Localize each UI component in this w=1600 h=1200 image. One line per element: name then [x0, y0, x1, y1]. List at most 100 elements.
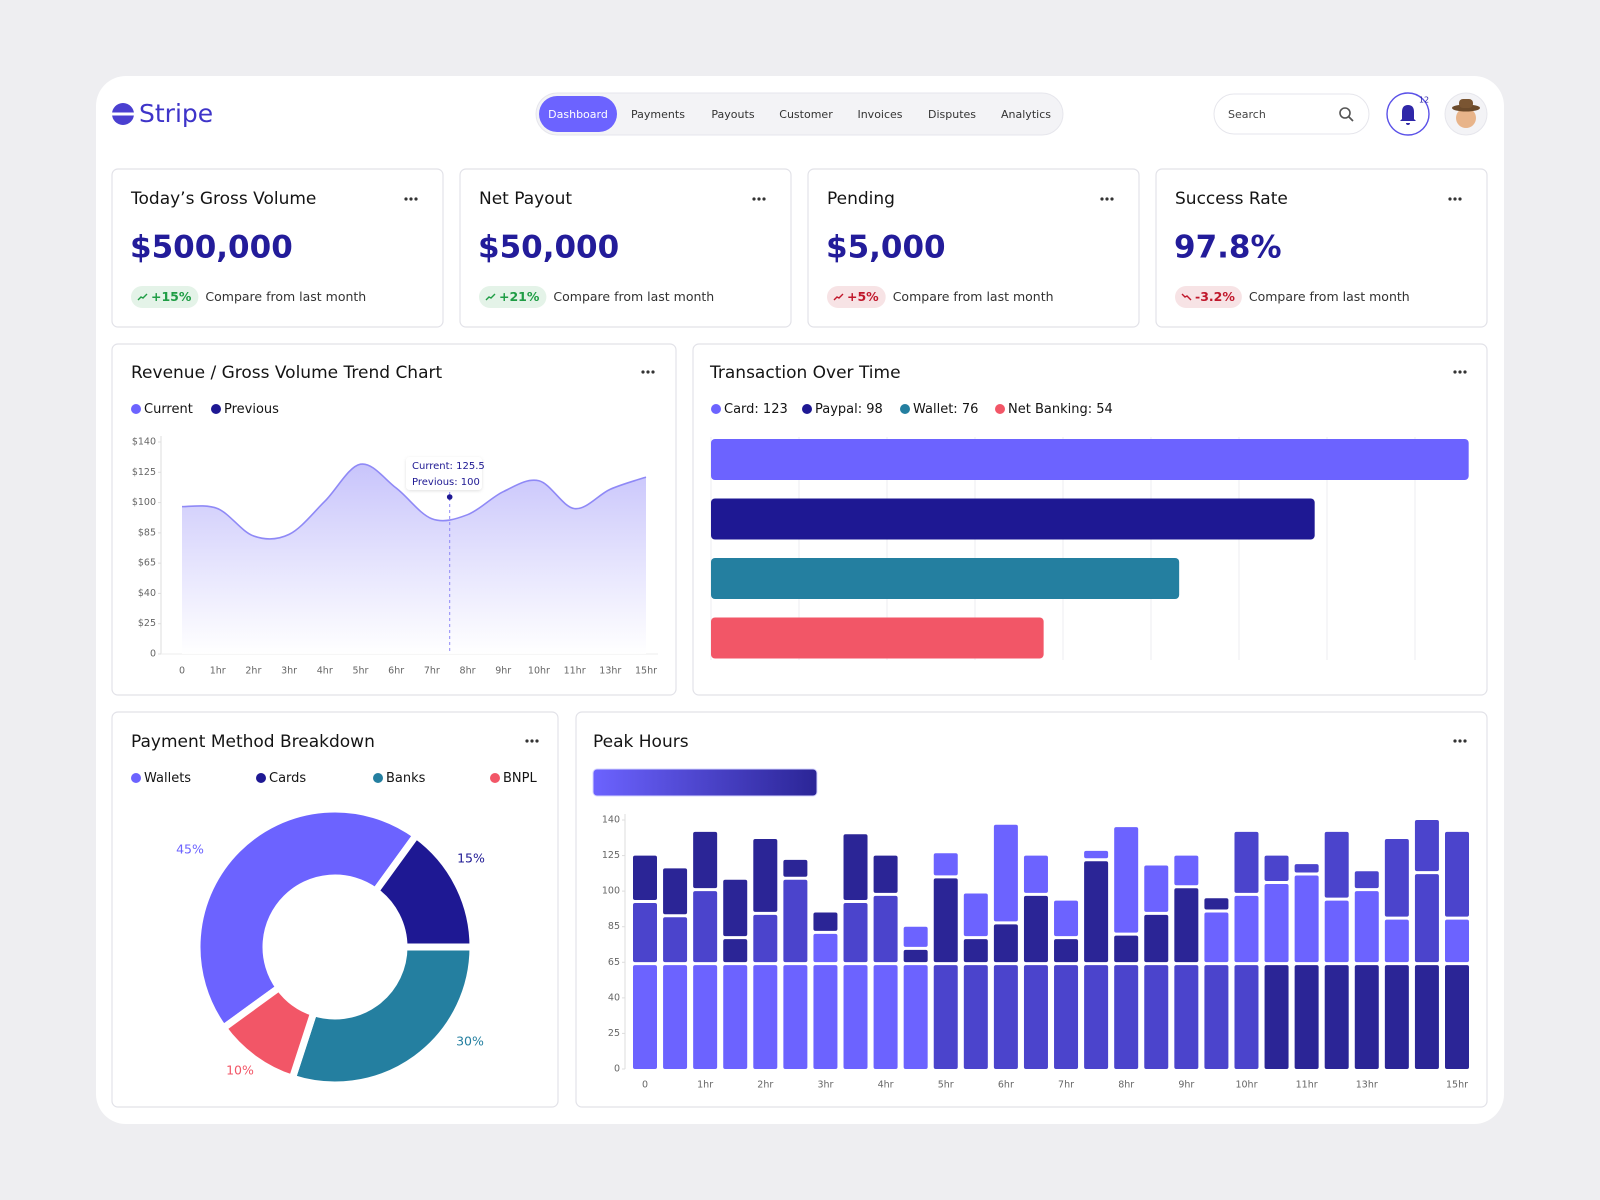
x-tick-label: 11hr	[1296, 1080, 1318, 1091]
card-title: Today’s Gross Volume	[130, 189, 316, 209]
trend-arrow	[485, 293, 496, 301]
x-tick-label: 8hr	[460, 666, 476, 677]
more-menu-dot	[1463, 739, 1467, 743]
y-tick-label: $85	[138, 527, 156, 538]
y-tick-label: $140	[132, 437, 156, 448]
card-value: $5,000	[826, 230, 946, 266]
bar-segment	[843, 834, 868, 900]
legend-dot	[373, 773, 383, 783]
more-menu-dot	[646, 370, 650, 374]
y-tick-label: $25	[138, 618, 156, 629]
tooltip-line: Current: 125.5	[412, 461, 485, 472]
nav-item[interactable]: Payments	[631, 108, 685, 121]
trend-arrow	[137, 293, 148, 301]
bar-segment	[1445, 919, 1469, 963]
bar-segment	[663, 917, 688, 963]
bar-segment	[1384, 838, 1409, 917]
bar-segment	[633, 903, 657, 963]
range-slider[interactable]	[592, 768, 818, 797]
panel-title: Peak Hours	[593, 732, 689, 752]
bar-segment	[1324, 965, 1349, 1069]
bar-segment	[693, 965, 718, 1069]
search-box[interactable]	[1213, 93, 1370, 135]
change-badge	[131, 286, 199, 308]
legend-label: Banks	[386, 771, 426, 786]
bar-segment	[873, 895, 898, 963]
bar-segment	[1054, 900, 1079, 937]
change-value: -3.2%	[1195, 289, 1235, 304]
change-note: Compare from last month	[1249, 289, 1410, 304]
legend-label: Card: 123	[724, 402, 788, 417]
bar-segment	[1294, 875, 1319, 963]
bar-segment	[1114, 827, 1139, 933]
bar-segment	[1445, 831, 1469, 917]
more-menu-dot	[1105, 197, 1109, 201]
hover-dot	[446, 494, 453, 500]
x-tick-label: 10hr	[1235, 1080, 1257, 1091]
stat-card	[1155, 168, 1488, 328]
legend-dot	[256, 773, 266, 783]
bar	[711, 558, 1180, 599]
logo-stripe	[112, 112, 134, 116]
x-tick-label: 0	[642, 1080, 648, 1091]
x-tick-label: 10hr	[528, 666, 550, 677]
more-menu-dot	[1453, 370, 1457, 374]
x-tick-label: 7hr	[424, 666, 440, 677]
bar-segment	[843, 903, 868, 963]
stat-card	[459, 168, 792, 328]
legend-dot	[995, 404, 1005, 414]
nav-item[interactable]: Disputes	[928, 108, 976, 121]
y-tick-label: 140	[602, 815, 620, 826]
bar-segment	[1144, 914, 1169, 963]
card-value: 97.8%	[1174, 230, 1282, 266]
tooltip	[406, 457, 482, 490]
bar-segment	[1264, 884, 1289, 963]
nav-active-pill[interactable]	[539, 96, 617, 132]
card-value: $500,000	[130, 230, 293, 266]
nav-item[interactable]: Payouts	[711, 108, 754, 121]
nav-item[interactable]: Customer	[779, 108, 833, 121]
y-tick-label: 40	[608, 992, 620, 1003]
more-menu-dot	[1110, 197, 1114, 201]
more-menu-dot	[414, 197, 418, 201]
legend-dot	[211, 404, 221, 414]
bar-segment	[1174, 855, 1199, 886]
bar-segment	[1084, 861, 1109, 963]
bar-segment	[783, 879, 808, 963]
x-tick-label: 11hr	[564, 666, 586, 677]
more-menu-dot	[1448, 197, 1452, 201]
legend-label: Cards	[269, 771, 306, 786]
x-tick-label: 9hr	[495, 666, 511, 677]
panel-title: Revenue / Gross Volume Trend Chart	[131, 363, 442, 383]
more-menu-dot	[535, 739, 539, 743]
x-tick-label: 2hr	[757, 1080, 773, 1091]
more-menu-dot	[1458, 197, 1462, 201]
y-tick-label: 0	[150, 649, 156, 660]
panel-title: Transaction Over Time	[709, 363, 901, 383]
bar-segment	[1294, 864, 1319, 873]
bar-segment	[1144, 965, 1169, 1069]
notification-count: 12	[1419, 96, 1429, 105]
change-badge	[1175, 286, 1242, 308]
bar-segment	[993, 824, 1018, 922]
trend-arrow	[833, 293, 844, 301]
legend-label: Current	[144, 402, 193, 417]
legend-dot	[131, 404, 141, 414]
more-menu-dot	[651, 370, 655, 374]
nav-item[interactable]: Invoices	[857, 108, 902, 121]
more-menu-dot	[530, 739, 534, 743]
bar-segment	[1445, 965, 1469, 1069]
bar-segment	[1414, 874, 1439, 963]
bar-segment	[1354, 965, 1379, 1069]
nav-item[interactable]: Dashboard	[548, 108, 608, 121]
x-tick-label: 4hr	[878, 1080, 894, 1091]
legend-label: Wallet: 76	[913, 402, 978, 417]
x-tick-label: 5hr	[352, 666, 368, 677]
bar-segment	[1384, 965, 1409, 1069]
bar-segment	[1414, 965, 1439, 1069]
more-menu-dot	[1453, 739, 1457, 743]
y-tick-label: 100	[602, 886, 620, 897]
nav-item[interactable]: Analytics	[1001, 108, 1051, 121]
